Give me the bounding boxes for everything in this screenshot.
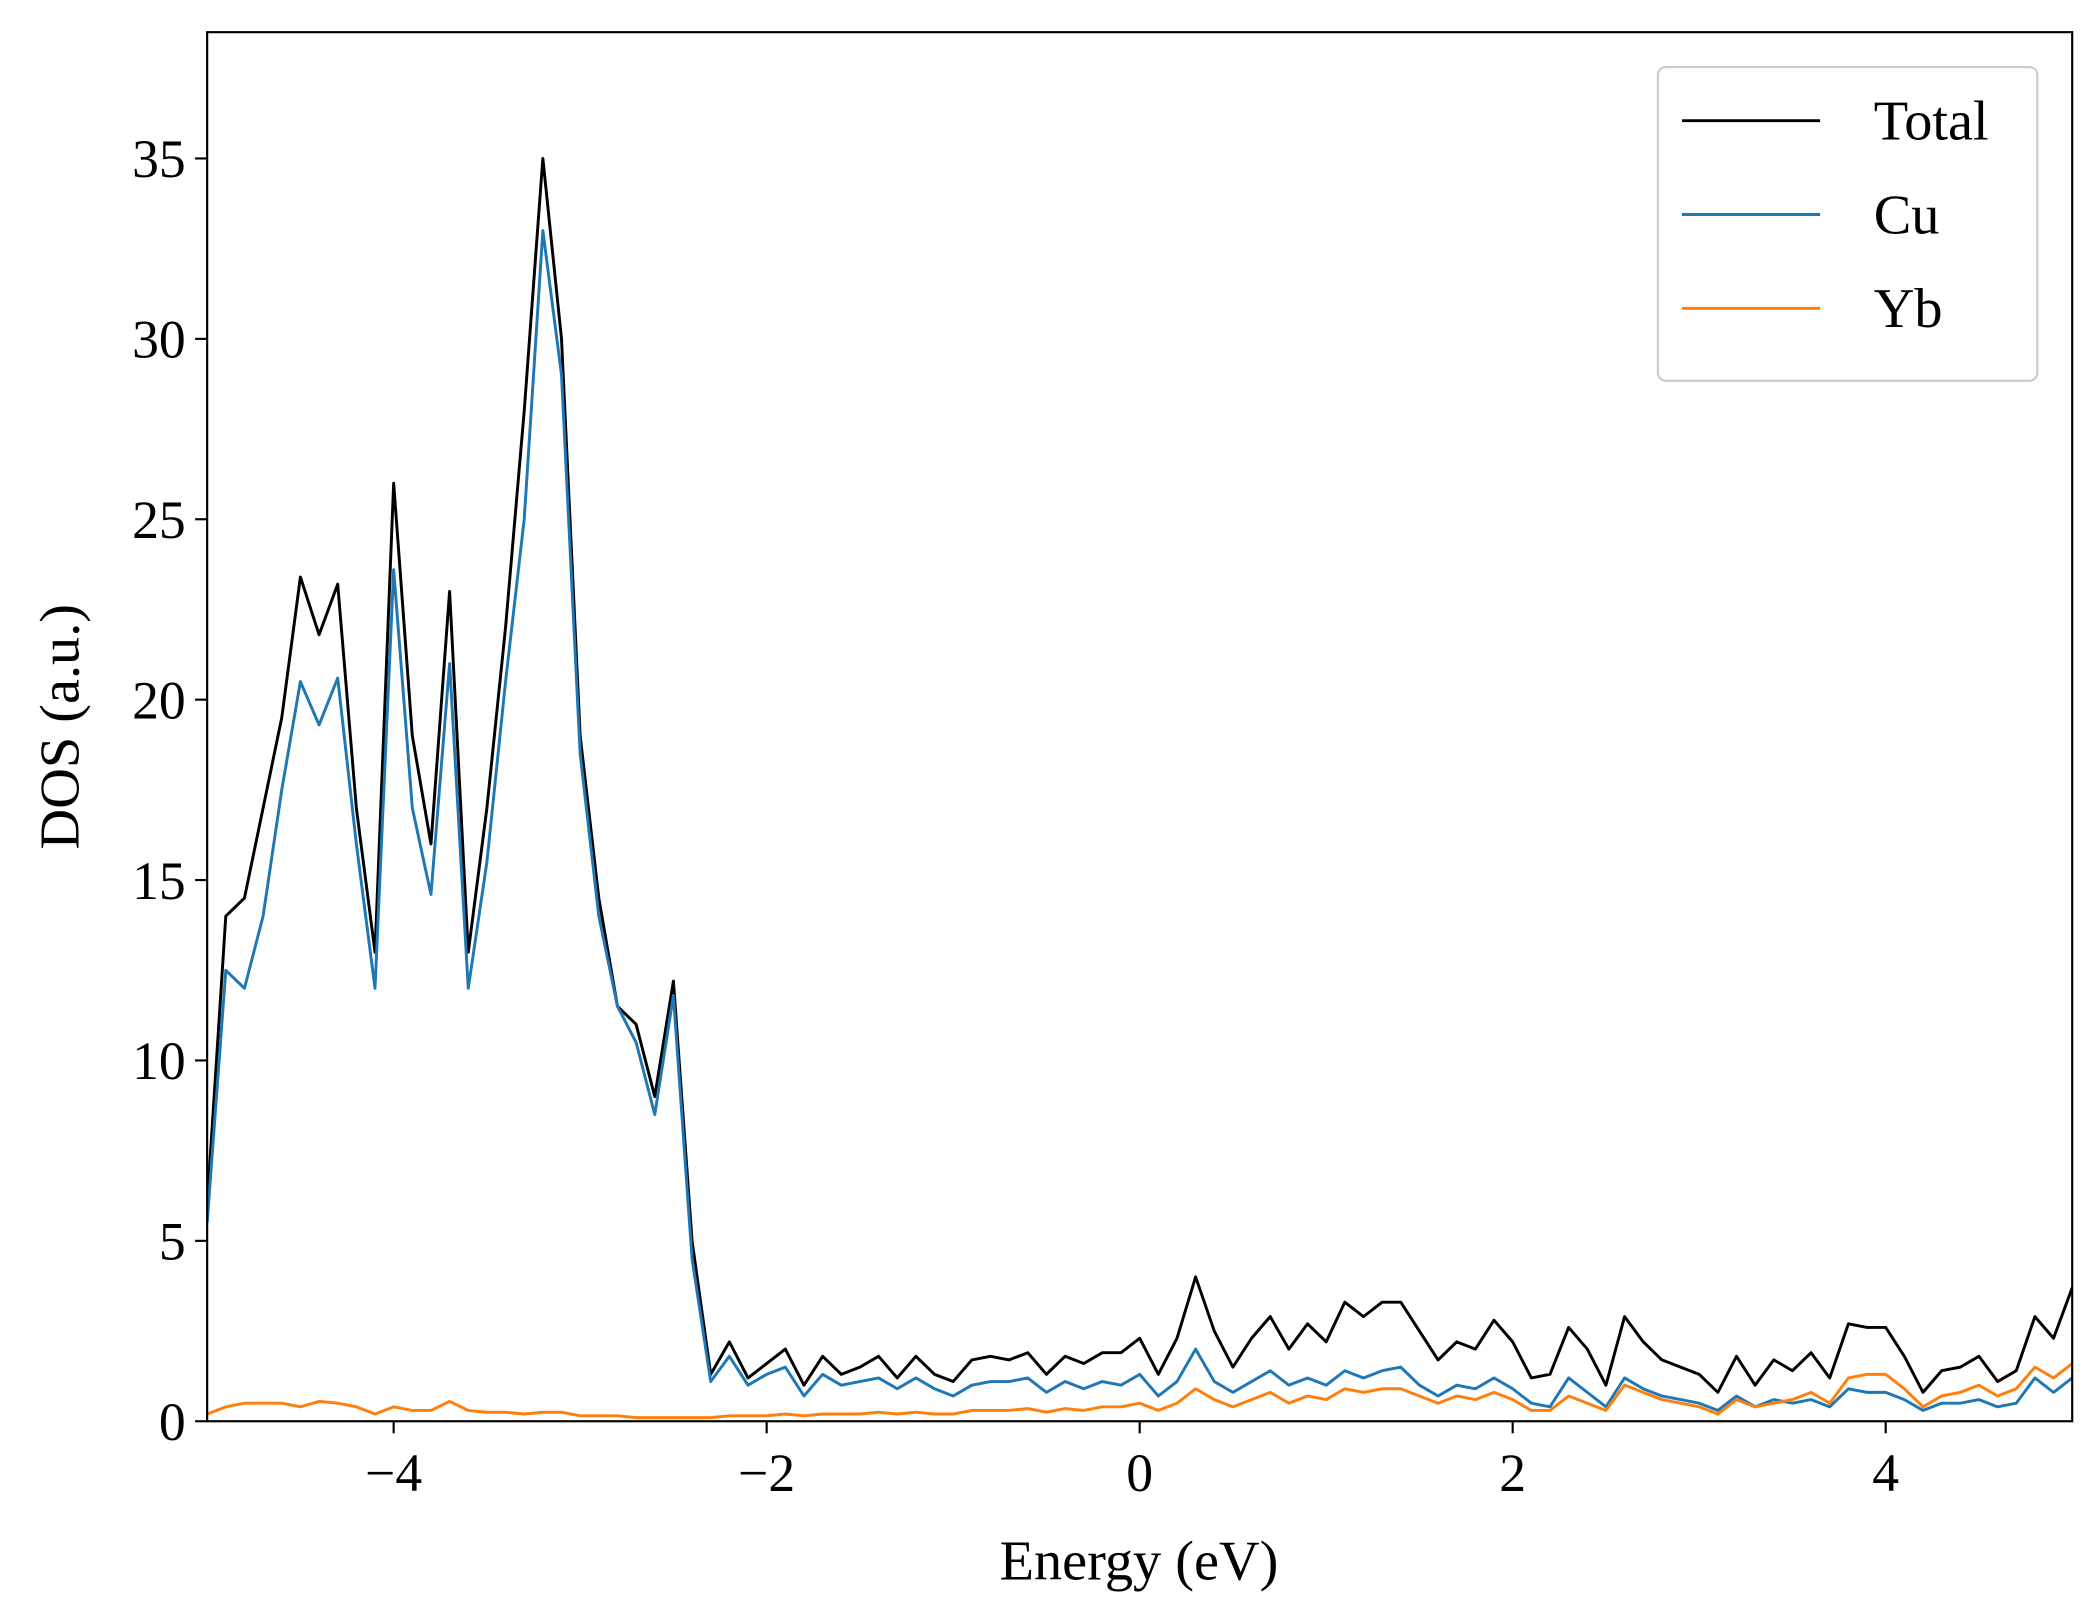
x-tick-label: −4: [365, 1443, 422, 1503]
x-tick-label: 0: [1126, 1443, 1153, 1503]
x-axis-label: Energy (eV): [1000, 1530, 1279, 1592]
y-tick-label: 15: [132, 851, 186, 911]
y-tick-label: 35: [132, 129, 186, 189]
y-axis-label: DOS (a.u.): [29, 604, 91, 849]
legend-box: [1656, 65, 2039, 382]
legend-label: Cu: [1874, 184, 1940, 246]
series-line: [207, 1362, 2073, 1420]
x-tick-label: −2: [738, 1443, 795, 1503]
y-tick-label: 0: [159, 1392, 186, 1452]
plot-area: [207, 156, 2073, 1420]
y-tick-label: 30: [132, 310, 186, 370]
y-tick-label: 25: [132, 490, 186, 550]
x-tick-label: 4: [1872, 1443, 1899, 1503]
series-line: [207, 156, 2073, 1394]
legend-label: Yb: [1874, 278, 1943, 340]
y-tick-label: 20: [132, 670, 186, 730]
y-tick-label: 10: [132, 1031, 186, 1091]
y-tick-label: 5: [159, 1212, 186, 1272]
x-tick-label: 2: [1499, 1443, 1526, 1503]
legend-label: Total: [1874, 90, 1989, 152]
series-line: [207, 229, 2073, 1412]
legend: Total Cu Yb: [1656, 65, 2039, 382]
